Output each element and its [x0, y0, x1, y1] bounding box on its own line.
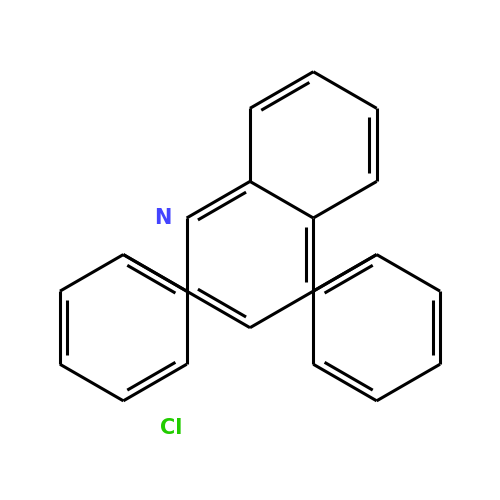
Text: Cl: Cl	[160, 418, 182, 438]
Text: N: N	[154, 208, 172, 228]
